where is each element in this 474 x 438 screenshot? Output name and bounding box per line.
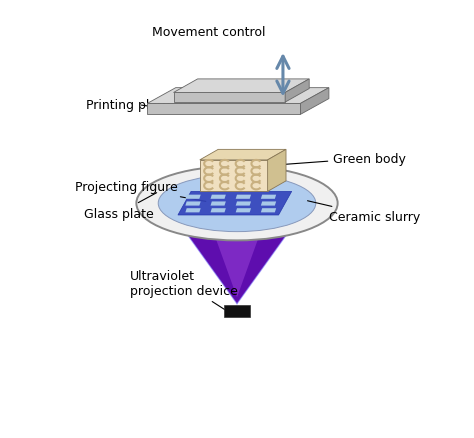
Polygon shape xyxy=(200,150,286,160)
Polygon shape xyxy=(200,160,268,192)
Text: Glass plate: Glass plate xyxy=(84,193,157,220)
Polygon shape xyxy=(236,209,251,213)
Ellipse shape xyxy=(137,166,337,241)
Polygon shape xyxy=(261,202,276,206)
Polygon shape xyxy=(209,219,265,297)
Text: Projecting figure: Projecting figure xyxy=(75,181,206,202)
Polygon shape xyxy=(173,80,309,93)
Polygon shape xyxy=(210,209,226,213)
Polygon shape xyxy=(185,202,201,206)
Polygon shape xyxy=(224,305,250,318)
Text: Movement control: Movement control xyxy=(152,26,265,39)
Polygon shape xyxy=(285,80,309,103)
Polygon shape xyxy=(173,93,285,103)
Polygon shape xyxy=(236,195,251,199)
Polygon shape xyxy=(236,202,251,206)
Ellipse shape xyxy=(158,175,316,232)
Text: Ceramic slurry: Ceramic slurry xyxy=(308,201,420,223)
Polygon shape xyxy=(178,192,292,215)
Polygon shape xyxy=(147,88,329,104)
Polygon shape xyxy=(147,104,301,115)
Polygon shape xyxy=(185,209,201,213)
Polygon shape xyxy=(301,88,329,115)
Text: Ultraviolet
projection device: Ultraviolet projection device xyxy=(130,270,237,310)
Polygon shape xyxy=(210,195,226,199)
Text: Printing platform: Printing platform xyxy=(86,99,191,112)
Polygon shape xyxy=(176,219,298,304)
Polygon shape xyxy=(261,195,276,199)
Polygon shape xyxy=(268,150,286,192)
Polygon shape xyxy=(185,195,201,199)
Polygon shape xyxy=(261,209,276,213)
Text: Green body: Green body xyxy=(277,152,406,166)
Polygon shape xyxy=(210,202,226,206)
